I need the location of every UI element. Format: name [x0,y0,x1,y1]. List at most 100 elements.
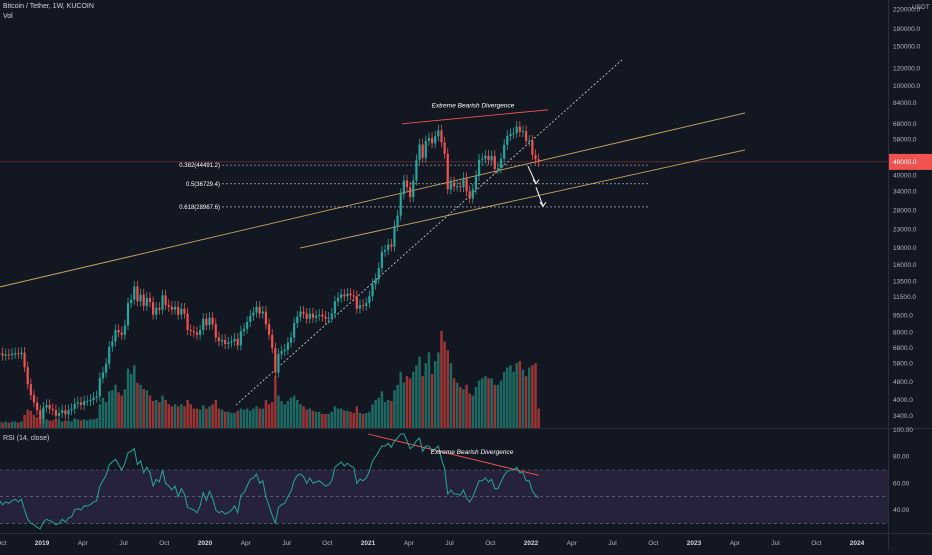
candle-body [98,378,101,397]
candle-body [267,324,271,335]
volume-bar [183,406,186,428]
volume-bar [101,397,105,428]
currency-label: USDT [912,4,930,11]
candle-body [61,410,64,413]
price-tick: 68000.0 [893,121,917,128]
volume-bar [449,363,453,428]
time-tick: Apr [730,540,741,547]
volume-bar [305,409,308,428]
volume-bar [245,408,249,428]
candle-body [145,297,148,306]
price-axis[interactable]: 220000.0 180000.0 150000.0 120000.0 100000.0… [889,4,932,420]
volume-bar [402,382,406,428]
candle-body [355,296,358,309]
candle-body [42,407,45,419]
candle-body [164,295,167,305]
candle-body [471,189,474,199]
candle-body [490,156,493,161]
volume-bar [64,420,67,428]
candle-body [521,131,525,133]
volume-bar [506,367,509,428]
candle-body [92,397,95,400]
candle-body [161,295,164,310]
volume-bar [333,406,337,428]
time-tick: Jul [119,540,128,547]
volume-bar [10,421,14,428]
candle-body [518,126,521,133]
volume-bar [95,418,98,428]
candles[interactable] [0,121,540,424]
volume-bar [280,401,283,428]
candle-body [195,332,199,335]
price-divergence-label: Extreme Bearish Divergence [432,102,515,109]
volume-bar [89,419,92,428]
volume-bar [145,390,149,428]
volume-bar [518,361,522,428]
candle-body [531,140,534,155]
volume-bar [192,408,196,428]
volume-bar [79,420,83,428]
candle-body [402,180,405,195]
candle-body [173,306,177,310]
time-tick: Jul [282,540,291,547]
time-tick: Apr [78,540,89,547]
volume-bar [468,393,471,428]
volume-bar [321,413,324,428]
price-tick: 11500.0 [893,294,916,301]
volume-bar [180,404,183,428]
symbol-title[interactable]: Bitcoin / Tether, 1W, KUCOIN [3,3,94,10]
fib-levels: 0.382(44491.2) 0.5(36729.4) 0.618(28967.6) [0,161,888,211]
volume-bar [521,369,525,428]
candle-body [283,349,286,352]
volume-bar [308,408,312,428]
candle-body [293,323,296,338]
candle-body [377,267,380,280]
candle-body [170,306,173,310]
volume-bar [236,410,239,428]
time-tick: Jul [608,540,617,547]
volume-label[interactable]: Vol [3,13,13,20]
volume-bar [82,419,86,428]
volume-bar [534,363,537,428]
candle-body [111,341,114,347]
price-tick: 40000.0 [893,173,917,180]
candle-body [120,332,123,335]
candle-body [289,337,293,343]
candle-body [167,304,170,307]
candle-body [14,353,17,355]
volume-bar [148,395,152,428]
volume-bar [437,352,440,428]
volume-bar [509,365,512,428]
volume-bar [48,420,51,428]
volume-bar [380,391,384,428]
volume-bar [361,413,365,428]
volume-bar [264,399,268,428]
volume-bar [217,408,221,428]
fib-label: 0.5(36729.4) [186,182,220,188]
candle-body [208,317,211,326]
price-tick: 150000.0 [893,44,920,51]
price-divergence-line [401,109,549,125]
volume-bar [198,409,202,428]
price-tick: 4800.0 [893,379,913,386]
candle-body [236,338,239,346]
candle-body [32,395,36,403]
time-axis[interactable]: Oct 2019 Apr Jul Oct 2020 Apr Jul Oct 2021 Apr Jul O… [0,540,865,547]
volume-bar [114,384,117,428]
volume-bar [412,371,415,428]
candle-body [280,351,283,355]
volume-bar [230,412,233,428]
volume-bar [13,421,17,428]
rsi-label[interactable]: RSI (14, close) [3,435,50,442]
candle-body [418,144,421,160]
volume-bar [512,371,515,428]
candle-body [186,313,189,330]
candle-body [362,304,365,306]
price-tick: 9500.0 [893,313,913,320]
volume-bar [173,404,177,428]
volume-bar [477,380,481,428]
volume-bar [465,384,468,428]
candle-body [26,367,29,385]
